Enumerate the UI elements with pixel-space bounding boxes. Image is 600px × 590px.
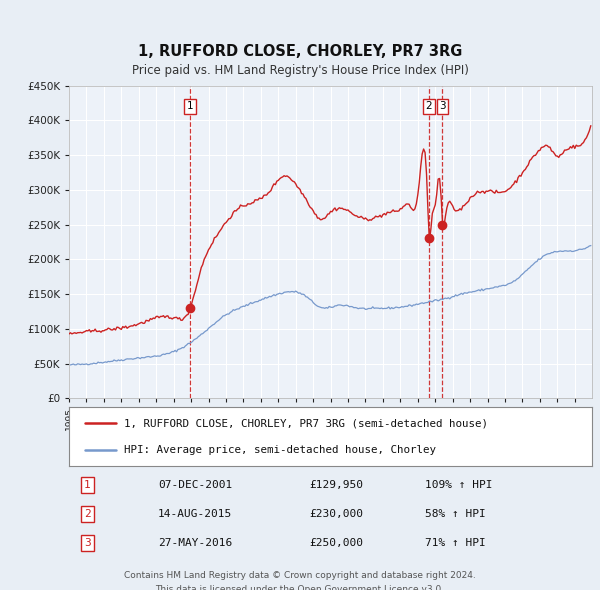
Text: Contains HM Land Registry data © Crown copyright and database right 2024.: Contains HM Land Registry data © Crown c… [124,571,476,580]
Text: 1: 1 [187,101,194,112]
Text: 3: 3 [84,538,91,548]
Text: £250,000: £250,000 [310,538,364,548]
Text: This data is licensed under the Open Government Licence v3.0.: This data is licensed under the Open Gov… [155,585,445,590]
Text: HPI: Average price, semi-detached house, Chorley: HPI: Average price, semi-detached house,… [124,445,436,455]
Text: 07-DEC-2001: 07-DEC-2001 [158,480,232,490]
Text: 3: 3 [439,101,446,112]
Text: 1: 1 [84,480,91,490]
Text: 2: 2 [84,509,91,519]
Text: £129,950: £129,950 [310,480,364,490]
Text: 71% ↑ HPI: 71% ↑ HPI [425,538,485,548]
Text: 2: 2 [425,101,432,112]
Text: £230,000: £230,000 [310,509,364,519]
Text: 109% ↑ HPI: 109% ↑ HPI [425,480,492,490]
Text: 1, RUFFORD CLOSE, CHORLEY, PR7 3RG (semi-detached house): 1, RUFFORD CLOSE, CHORLEY, PR7 3RG (semi… [124,418,488,428]
Text: 1, RUFFORD CLOSE, CHORLEY, PR7 3RG: 1, RUFFORD CLOSE, CHORLEY, PR7 3RG [138,44,462,59]
Text: 27-MAY-2016: 27-MAY-2016 [158,538,232,548]
Text: 58% ↑ HPI: 58% ↑ HPI [425,509,485,519]
Text: Price paid vs. HM Land Registry's House Price Index (HPI): Price paid vs. HM Land Registry's House … [131,64,469,77]
Text: 14-AUG-2015: 14-AUG-2015 [158,509,232,519]
